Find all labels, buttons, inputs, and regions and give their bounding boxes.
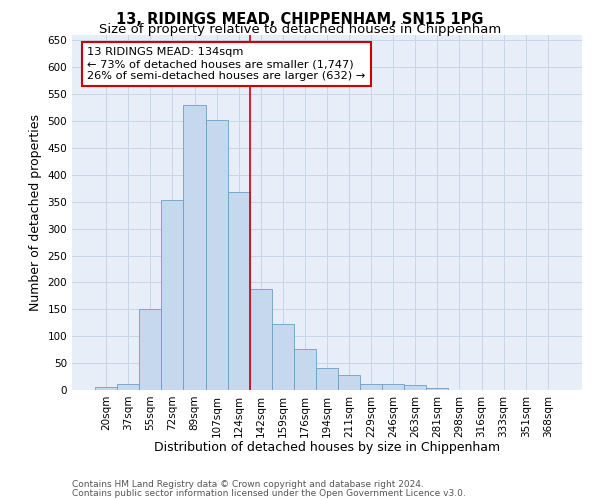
Bar [95, 388, 117, 390]
Bar [206, 120, 227, 390]
Text: 13 RIDINGS MEAD: 134sqm
← 73% of detached houses are smaller (1,747)
26% of semi: 13 RIDINGS MEAD: 134sqm ← 73% of detache… [88, 48, 365, 80]
Bar [404, 384, 427, 390]
Bar [316, 368, 338, 390]
Bar [184, 105, 206, 390]
Y-axis label: Number of detached properties: Number of detached properties [29, 114, 42, 311]
Bar [294, 349, 316, 390]
Text: 13, RIDINGS MEAD, CHIPPENHAM, SN15 1PG: 13, RIDINGS MEAD, CHIPPENHAM, SN15 1PG [116, 12, 484, 28]
Text: Size of property relative to detached houses in Chippenham: Size of property relative to detached ho… [99, 22, 501, 36]
Bar [227, 192, 250, 390]
Bar [338, 376, 360, 390]
X-axis label: Distribution of detached houses by size in Chippenham: Distribution of detached houses by size … [154, 441, 500, 454]
Bar [139, 310, 161, 390]
Bar [117, 384, 139, 390]
Bar [250, 289, 272, 390]
Text: Contains public sector information licensed under the Open Government Licence v3: Contains public sector information licen… [72, 488, 466, 498]
Bar [272, 324, 294, 390]
Bar [427, 388, 448, 390]
Bar [161, 200, 184, 390]
Bar [382, 384, 404, 390]
Bar [360, 384, 382, 390]
Text: Contains HM Land Registry data © Crown copyright and database right 2024.: Contains HM Land Registry data © Crown c… [72, 480, 424, 489]
